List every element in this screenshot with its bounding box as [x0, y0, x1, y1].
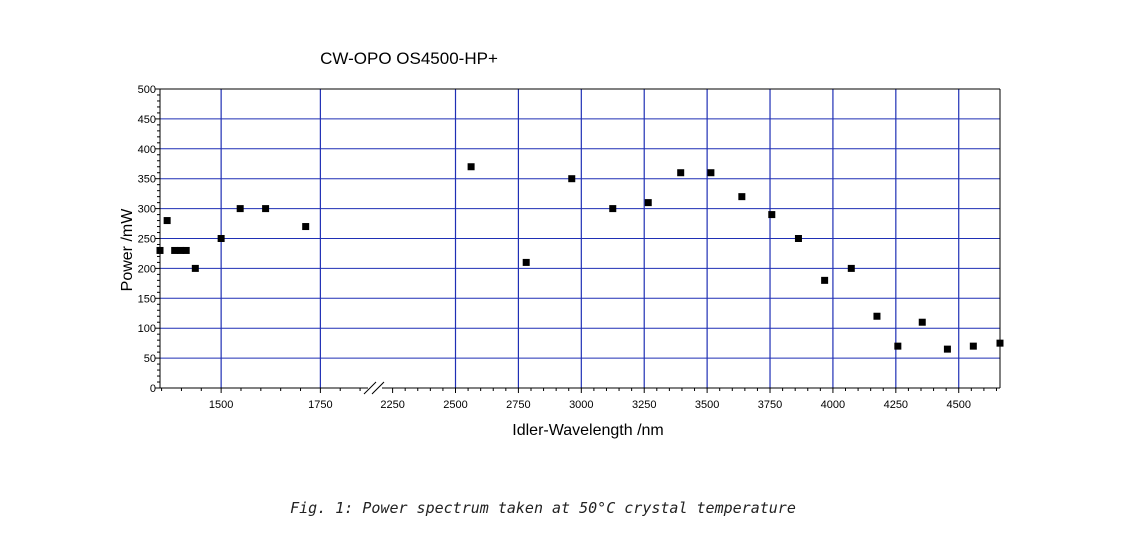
data-point — [191, 264, 199, 272]
x-tick-label: 3500 — [695, 399, 719, 411]
data-point — [707, 169, 715, 177]
y-tick-label: 250 — [138, 234, 156, 246]
data-point — [163, 217, 171, 225]
data-point — [873, 312, 881, 320]
data-point — [768, 211, 776, 219]
x-tick-label: 4500 — [946, 399, 970, 411]
x-tick-label: 3750 — [758, 399, 782, 411]
x-tick-label: 2750 — [506, 399, 530, 411]
y-tick-label: 500 — [138, 84, 156, 96]
axis-break-gap — [368, 382, 382, 394]
y-tick-label: 400 — [138, 144, 156, 156]
x-tick-label: 3250 — [632, 399, 656, 411]
y-tick-label: 0 — [150, 383, 156, 395]
x-axis-label: Idler-Wavelength /nm — [512, 422, 663, 439]
data-point — [262, 205, 270, 213]
data-point — [236, 205, 244, 213]
y-tick-label: 300 — [138, 204, 156, 216]
y-tick-label: 450 — [138, 114, 156, 126]
axis-break-mark — [371, 381, 385, 395]
data-point — [609, 205, 617, 213]
y-tick-label: 200 — [138, 263, 156, 275]
data-point — [969, 342, 977, 350]
x-tick-label: 2500 — [443, 399, 467, 411]
data-point — [847, 264, 855, 272]
axis-break-mark — [363, 381, 377, 395]
data-point — [943, 345, 951, 353]
figure-caption: Fig. 1: Power spectrum taken at 50°C cry… — [290, 499, 796, 517]
data-point — [996, 339, 1004, 347]
data-point — [918, 318, 926, 326]
data-point — [522, 258, 530, 266]
data-point — [644, 199, 652, 207]
data-point — [568, 175, 576, 183]
axes — [155, 88, 1001, 395]
y-tick-label: 350 — [138, 174, 156, 186]
data-point — [467, 163, 475, 171]
data-point — [794, 235, 802, 242]
data-point — [177, 246, 185, 254]
x-tick-label: 3000 — [569, 399, 593, 411]
y-tick-label: 100 — [138, 323, 156, 335]
data-point — [182, 246, 190, 254]
data-point — [821, 276, 829, 284]
data-point — [738, 193, 746, 201]
data-point — [217, 235, 225, 242]
y-tick-label: 50 — [144, 353, 156, 365]
x-tick-label: 1750 — [308, 399, 332, 411]
tick-labels: 0 50 100 150 200 250 300 350 400 450 500 1500 1750 22… — [138, 84, 971, 411]
data-point — [302, 223, 310, 231]
y-tick-label: 150 — [138, 293, 156, 305]
x-tick-label: 1500 — [209, 399, 233, 411]
x-tick-label: 4250 — [884, 399, 908, 411]
data-point — [894, 342, 902, 350]
chart-title: CW-OPO OS4500-HP+ — [320, 49, 498, 68]
x-tick-label: 4000 — [821, 399, 845, 411]
data-point — [677, 169, 685, 177]
y-axis-label: Power /mW — [119, 208, 136, 292]
data-point — [171, 246, 179, 254]
x-tick-label: 2250 — [380, 399, 404, 411]
grid — [160, 89, 1000, 388]
data-point — [156, 246, 164, 254]
data-points — [156, 163, 1004, 353]
